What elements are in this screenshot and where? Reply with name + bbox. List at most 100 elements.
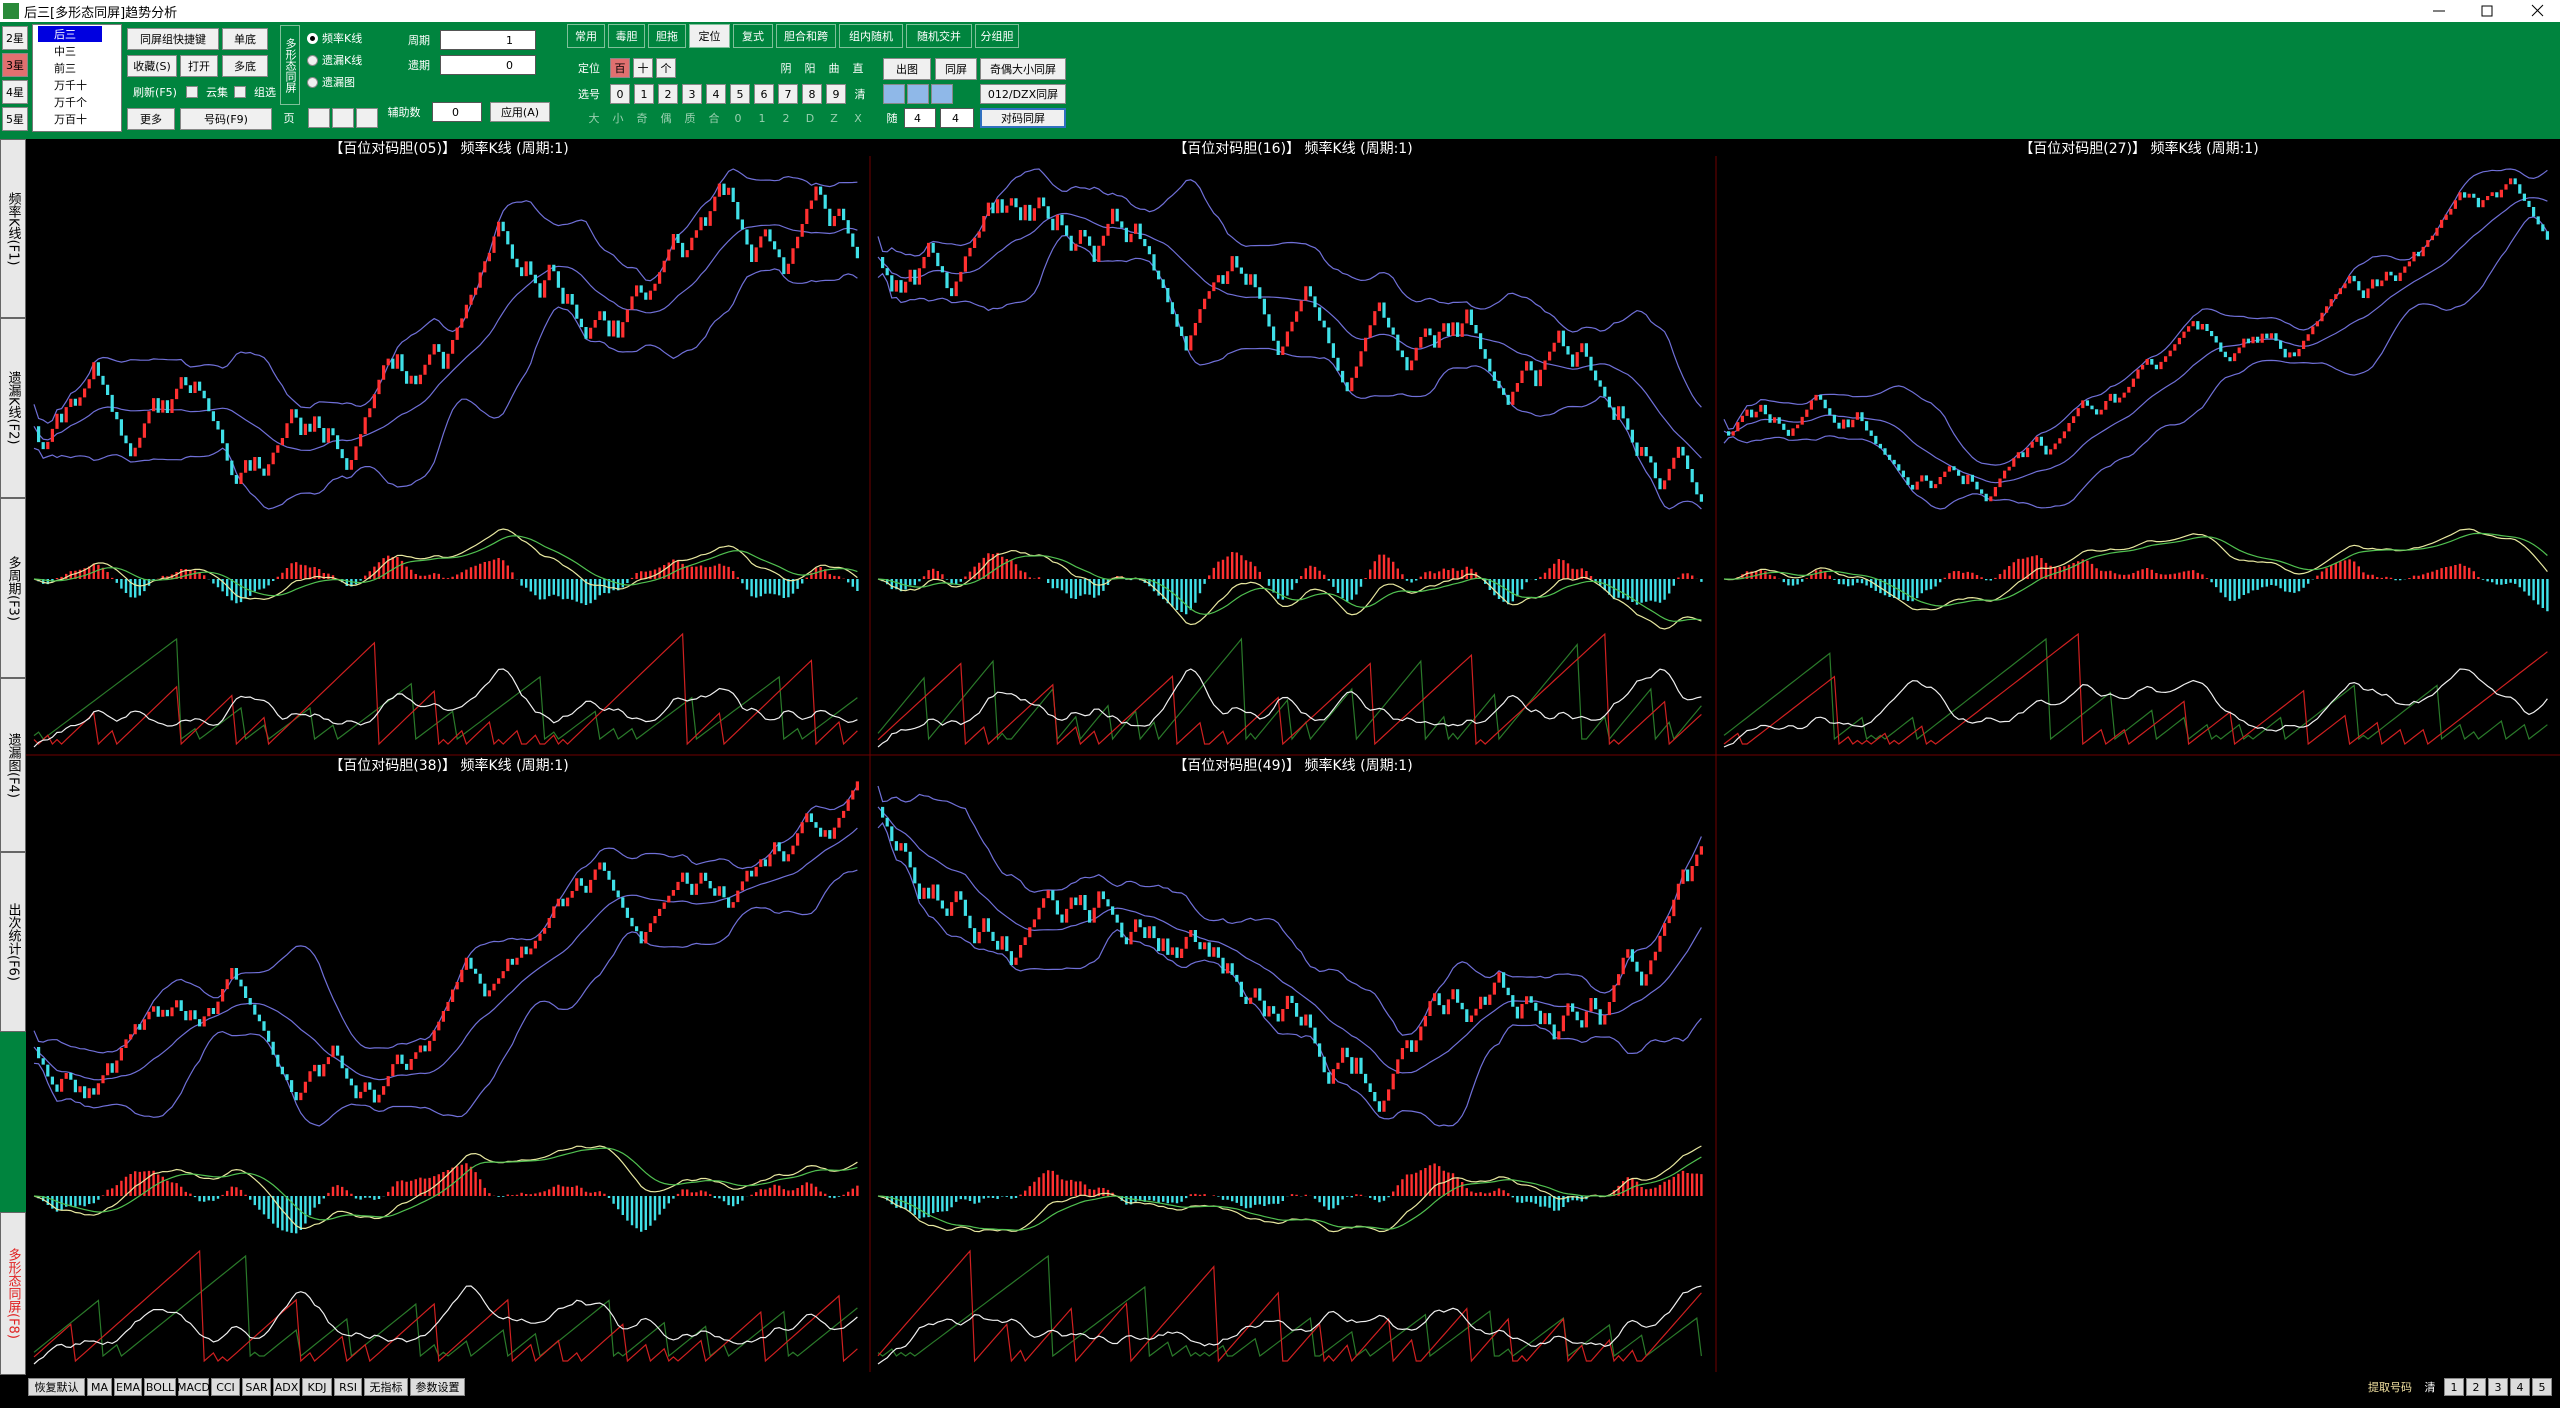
digit-button[interactable]: 9 (826, 84, 846, 104)
tab[interactable]: 胆合和跨 (776, 24, 836, 48)
apply-button[interactable]: 应用(A) (490, 102, 550, 122)
refresh-button[interactable]: 刷新(F5) (133, 86, 177, 99)
draw-button[interactable]: 出图 (883, 58, 931, 80)
digit-button[interactable]: 7 (778, 84, 798, 104)
odd-even-button[interactable]: 奇偶大小同屏 (980, 58, 1066, 80)
filter-label[interactable]: 1 (758, 111, 766, 125)
position-item[interactable]: 万千个 (54, 96, 87, 109)
digit-button[interactable]: 8 (802, 84, 822, 104)
filter-label[interactable]: 2 (782, 111, 790, 125)
tab[interactable]: 分组胆 (975, 24, 1019, 48)
star-button[interactable]: 2星 (2, 26, 28, 50)
filter-label[interactable]: Z (830, 111, 838, 125)
filter-label[interactable]: D (805, 111, 815, 125)
indicator-button[interactable]: MACD (177, 1378, 210, 1396)
same-screen-button[interactable]: 同屏 (935, 58, 977, 80)
indicator-button[interactable]: 恢复默认 (28, 1378, 85, 1396)
filter-label[interactable]: 质 (684, 112, 696, 125)
page-nav-button[interactable] (308, 108, 330, 128)
digit-button[interactable]: 1 (634, 84, 654, 104)
close-icon[interactable] (2531, 4, 2544, 17)
slot-button[interactable]: 2 (2466, 1378, 2486, 1396)
star-button[interactable]: 3星 (2, 53, 28, 77)
indicator-button[interactable]: 无指标 (364, 1378, 408, 1396)
shape-label[interactable]: 阴 (780, 62, 792, 75)
position-item[interactable]: 中三 (54, 45, 76, 58)
number-button[interactable]: 号码(F9) (180, 108, 272, 130)
slot-button[interactable]: 5 (2532, 1378, 2552, 1396)
tab[interactable]: 常用 (567, 24, 605, 48)
indicator-button[interactable]: 参数设置 (410, 1378, 465, 1396)
filter-label[interactable]: 奇 (636, 112, 648, 125)
indicator-button[interactable]: CCI (211, 1378, 240, 1396)
position-item[interactable]: 万百十 (54, 113, 87, 126)
tab[interactable]: 组内随机 (839, 24, 903, 48)
place-button[interactable]: 百 (610, 58, 630, 78)
clear-label[interactable]: 清 (854, 88, 866, 101)
indicator-button[interactable]: ADX (273, 1378, 300, 1396)
side-tab[interactable]: 遗漏图(F4) (0, 678, 26, 852)
indicator-button[interactable]: RSI (334, 1378, 362, 1396)
slot-button[interactable]: 1 (2444, 1378, 2464, 1396)
tab[interactable]: 毒胆 (608, 24, 645, 48)
random-input-a[interactable]: 4 (904, 108, 936, 128)
indicator-button[interactable]: MA (87, 1378, 112, 1396)
place-button[interactable]: 十 (633, 58, 653, 78)
radio[interactable] (307, 55, 318, 66)
random-input-b[interactable]: 4 (940, 108, 974, 128)
radio[interactable] (307, 77, 318, 88)
radio[interactable] (307, 33, 318, 44)
shape-label[interactable]: 曲 (828, 62, 840, 75)
digit-button[interactable]: 5 (730, 84, 750, 104)
period-input[interactable]: 1 (440, 30, 536, 50)
filter-label[interactable]: X (854, 111, 862, 125)
position-item[interactable]: 后三 (38, 26, 102, 42)
checkbox[interactable] (186, 86, 198, 98)
filter-label[interactable]: 合 (708, 112, 720, 125)
filter-label[interactable]: 偶 (660, 112, 672, 125)
open-button[interactable]: 打开 (180, 55, 218, 77)
tab[interactable]: 胆拖 (648, 24, 686, 48)
side-tab[interactable]: 多形态同屏(F8) (0, 1212, 26, 1375)
favorite-button[interactable]: 收藏(S) (127, 55, 177, 77)
indicator-button[interactable]: SAR (242, 1378, 271, 1396)
clear-label[interactable]: 清 (2424, 1381, 2436, 1394)
digit-button[interactable]: 4 (706, 84, 726, 104)
dzx-button[interactable]: 012/DZX同屏 (980, 84, 1066, 104)
nav-button[interactable] (907, 84, 929, 104)
more-button[interactable]: 更多 (127, 108, 175, 130)
digit-button[interactable]: 2 (658, 84, 678, 104)
digit-button[interactable]: 6 (754, 84, 774, 104)
indicator-button[interactable]: EMA (114, 1378, 142, 1396)
tab[interactable]: 复式 (733, 24, 773, 48)
position-item[interactable]: 万千十 (54, 79, 87, 92)
side-tab[interactable]: 遗漏K线(F2) (0, 318, 26, 498)
star-button[interactable]: 4星 (2, 80, 28, 104)
side-tab[interactable]: 多周期(F3) (0, 498, 26, 678)
shape-label[interactable]: 阳 (804, 62, 816, 75)
page-nav-button[interactable] (356, 108, 378, 128)
filter-label[interactable]: 大 (588, 112, 600, 125)
nav-button[interactable] (931, 84, 953, 104)
filter-label[interactable]: 0 (734, 111, 742, 125)
digit-button[interactable]: 0 (610, 84, 630, 104)
lag-input[interactable]: 0 (440, 55, 536, 75)
slot-button[interactable]: 4 (2510, 1378, 2530, 1396)
indicator-button[interactable]: KDJ (302, 1378, 332, 1396)
pair-button[interactable]: 对码同屏 (980, 108, 1066, 128)
shape-label[interactable]: 直 (852, 62, 864, 75)
tab[interactable]: 定位 (689, 24, 730, 48)
position-item[interactable]: 前三 (54, 62, 76, 75)
page-nav-button[interactable] (332, 108, 354, 128)
tab[interactable]: 随机交并 (906, 24, 972, 48)
digit-button[interactable]: 3 (682, 84, 702, 104)
star-button[interactable]: 5星 (2, 107, 28, 131)
nav-button[interactable] (883, 84, 905, 104)
multi-button[interactable]: 多底 (222, 55, 268, 77)
side-tab[interactable]: 频率K线(F1) (0, 139, 26, 318)
restore-icon[interactable] (2481, 5, 2493, 17)
aux-input[interactable]: 0 (432, 102, 482, 122)
checkbox[interactable] (234, 86, 246, 98)
slot-button[interactable]: 3 (2488, 1378, 2508, 1396)
indicator-button[interactable]: BOLL (144, 1378, 176, 1396)
